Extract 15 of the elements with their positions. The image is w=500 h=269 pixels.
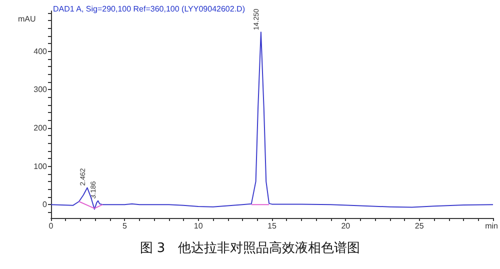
x-tick-label: 0	[48, 222, 54, 230]
chart-title: DAD1 A, Sig=290,100 Ref=360,100 (LYY09042602.D)	[53, 4, 246, 14]
y-axis-title: mAU	[18, 14, 36, 24]
x-tick-label: 10	[194, 222, 204, 230]
x-axis-title: min	[485, 222, 498, 230]
y-tick-label: 0	[42, 200, 48, 210]
x-tick-label: 20	[341, 222, 351, 230]
y-tick-label: 300	[34, 85, 48, 94]
y-tick-label: 100	[34, 162, 48, 171]
x-tick-label: 15	[268, 222, 277, 230]
x-tick-label: 5	[122, 222, 128, 230]
x-tick-label: 25	[414, 222, 424, 230]
y-tick-label: 200	[34, 123, 48, 132]
y-tick-label: 400	[34, 46, 48, 56]
text: 图 3 他达拉非对照品高效液相色谱图	[140, 240, 360, 256]
